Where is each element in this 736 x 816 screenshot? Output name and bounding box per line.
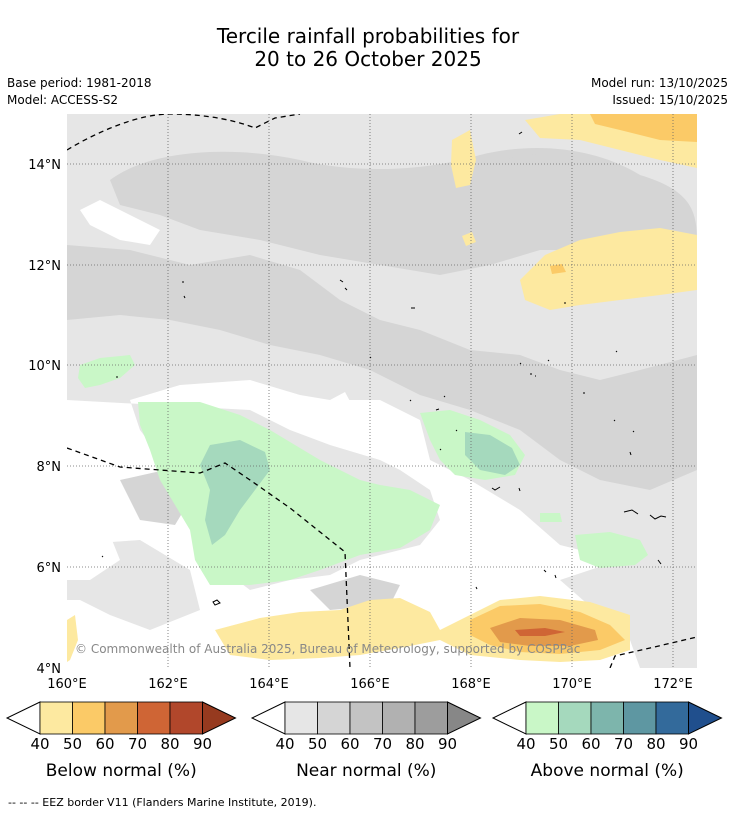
- lon-label-172e: 172°E: [653, 677, 693, 692]
- below-normal-small-2: [462, 232, 476, 246]
- lat-label-6n: 6°N: [37, 561, 62, 576]
- grid-lines: [67, 114, 697, 668]
- above-normal-nw-blob: [78, 355, 135, 388]
- lon-label-168e: 168°E: [451, 677, 491, 692]
- colorbar-above-segment-40: [525, 701, 559, 735]
- lat-label-4n: 4°N: [37, 662, 62, 677]
- colorbar-near-lower-extend: [250, 701, 286, 735]
- above-normal-se: [575, 532, 648, 568]
- colorbar-below-upper-extend: [202, 701, 237, 735]
- lon-label-170e: 170°E: [552, 677, 592, 692]
- latitude-labels: 14°N 12°N 10°N 8°N 6°N 4°N: [28, 158, 61, 677]
- colorbar-above-tick-70: 70: [613, 735, 634, 753]
- eez-border: [67, 114, 697, 668]
- below-normal-core-ne-2: [550, 264, 566, 274]
- title-line-2: 20 to 26 October 2025: [254, 47, 482, 71]
- colorbar-above-title: Above normal (%): [530, 761, 684, 781]
- title-line-1: Tercile rainfall probabilities for: [216, 24, 520, 48]
- near-normal-area-se: [560, 560, 697, 668]
- colorbar-near-segment-60: [349, 701, 383, 735]
- colorbar-near-tick-60: 60: [340, 735, 360, 753]
- colorbar-below-segment-60: [104, 701, 138, 735]
- colorbar-near-segment-80: [414, 701, 448, 735]
- colorbar-near-segment-70: [382, 701, 416, 735]
- colorbar-near-tick-90: 90: [437, 735, 458, 753]
- white-patch-nw: [80, 200, 160, 245]
- colorbar-below-segment-80: [169, 701, 203, 735]
- colorbar-above-segment-70: [623, 701, 657, 735]
- colorbar-above-segment-50: [558, 701, 592, 735]
- colorbar-below-tick-70: 70: [127, 735, 148, 753]
- white-patch-center: [330, 392, 352, 418]
- colorbar-above-tick-40: 40: [516, 735, 536, 753]
- near-normal-darker-2: [67, 245, 697, 490]
- longitude-labels: 160°E 162°E 164°E 166°E 168°E 170°E 172°…: [47, 677, 693, 692]
- below-normal-small-north: [451, 130, 476, 188]
- colorbar-below-title: Below normal (%): [45, 761, 197, 781]
- colorbar-near-tick-40: 40: [275, 735, 295, 753]
- model-run: Model run: 13/10/2025: [590, 76, 728, 90]
- colorbar-above-upper-extend: [688, 701, 723, 735]
- colorbar-group: [5, 701, 723, 735]
- colorbar-below-tick-50: 50: [62, 735, 83, 753]
- colorbar-near-tick-50: 50: [307, 735, 328, 753]
- issued-date: Issued: 15/10/2025: [612, 93, 728, 107]
- colorbar-above-lower-extend: [491, 701, 527, 735]
- lat-label-8n: 8°N: [37, 460, 62, 475]
- colorbar-below-segment-50: [72, 701, 106, 735]
- near-normal-darker-5: [500, 150, 640, 220]
- lon-label-164e: 164°E: [249, 677, 289, 692]
- colorbar-below-tick-90: 90: [192, 735, 213, 753]
- colorbar-above-tick-50: 50: [548, 735, 569, 753]
- probability-field: © Commonwealth of Australia 2025, Bureau…: [67, 114, 697, 668]
- lat-label-12n: 12°N: [28, 259, 61, 274]
- colorbar-near-tick-70: 70: [372, 735, 393, 753]
- below-normal-peak: [515, 628, 565, 636]
- lat-label-10n: 10°N: [28, 359, 61, 374]
- below-normal-core-ne: [590, 114, 697, 142]
- model-name: Model: ACCESS-S2: [7, 93, 119, 107]
- lon-label-166e: 166°E: [350, 677, 390, 692]
- below-normal-ne-2: [520, 228, 697, 310]
- above-normal-small: [540, 513, 562, 522]
- below-normal-sw: [67, 615, 78, 662]
- colorbar-above-tick-90: 90: [678, 735, 699, 753]
- lat-label-14n: 14°N: [28, 158, 61, 173]
- eez-footnote: -- -- -- EEZ border V11 (Flanders Marine…: [8, 796, 317, 809]
- colorbar-below-tick-60: 60: [95, 735, 115, 753]
- colorbar-near-segment-40: [284, 701, 318, 735]
- colorbar-above-tick-60: 60: [581, 735, 601, 753]
- colorbar-near-title: Near normal (%): [296, 761, 437, 781]
- colorbar-near-segment-50: [317, 701, 351, 735]
- colorbar-near-upper-extend: [447, 701, 482, 735]
- white-patch-south: [67, 500, 120, 580]
- colorbar-below-segment-70: [137, 701, 171, 735]
- base-period: Base period: 1981-2018: [7, 76, 152, 90]
- lon-label-162e: 162°E: [148, 677, 188, 692]
- colorbar-above-segment-80: [655, 701, 689, 735]
- colorbar-below-tick-40: 40: [30, 735, 50, 753]
- colorbar-below-segment-40: [39, 701, 73, 735]
- colorbar-below-lower-extend: [5, 701, 41, 735]
- colorbar-above-segment-60: [590, 701, 624, 735]
- lon-label-160e: 160°E: [47, 677, 87, 692]
- colorbar-below-tick-80: 80: [160, 735, 180, 753]
- colorbar-near-tick-80: 80: [405, 735, 425, 753]
- above-normal-core-east: [465, 432, 520, 475]
- colorbar-above-tick-80: 80: [646, 735, 666, 753]
- island-marks: [101, 131, 667, 606]
- copyright-text: © Commonwealth of Australia 2025, Bureau…: [75, 642, 580, 656]
